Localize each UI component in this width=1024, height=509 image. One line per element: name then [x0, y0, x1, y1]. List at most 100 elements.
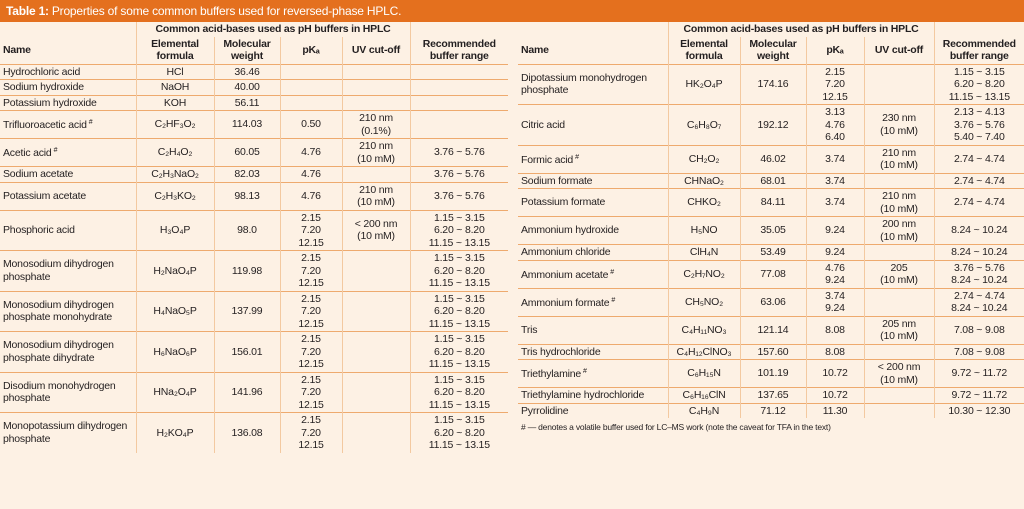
formula: KOH	[163, 96, 187, 109]
range: 9.72 ~ 11.72	[951, 389, 1008, 401]
uv: 210 nm	[359, 140, 393, 152]
formula-cell: H₆NaO₆P	[135, 331, 214, 372]
pka: 8.08	[825, 345, 845, 358]
pka: 9.24	[825, 224, 845, 237]
uv-cell	[341, 95, 411, 111]
pka: 12.15	[298, 398, 324, 411]
formula-cell: H₂KO₄P	[135, 412, 214, 453]
formula: HNa₂O₄P	[153, 386, 197, 398]
pka: 2.15	[301, 414, 321, 426]
pka-cell: 2.15 7.20 12.15	[279, 331, 342, 372]
formula-cell: C₂HF₃O₂	[135, 110, 214, 139]
uv: (10 mM)	[357, 196, 395, 208]
name-cell: Tris hydrochloride	[518, 344, 668, 360]
pka: 12.15	[298, 439, 324, 451]
range: 10.30 ~ 12.30	[948, 404, 1011, 417]
column-header: Recommended buffer range	[409, 36, 509, 64]
pka: 12.15	[298, 358, 324, 370]
weight-cell: 137.99	[213, 291, 280, 332]
formula-cell: H₅NO	[667, 216, 740, 245]
buffer-row: Citric acid C₆H₈O₇ 192.12 3.13 4.76 6.40 230 n…	[518, 104, 1024, 146]
buffer-row: Sodium formate CHNaO₂ 68.01 3.74 2.74 ~ 4.74	[518, 173, 1024, 189]
name-cell: Tris	[518, 316, 668, 344]
table-title: Properties of some common buffers used f…	[51, 4, 402, 18]
formula: CHKO₂	[687, 196, 721, 209]
weight-cell: 98.0	[213, 210, 280, 251]
name-cell: Phosphoric acid	[0, 210, 136, 251]
table-panel: Common acid-bases used as pH buffers in …	[0, 22, 509, 453]
pka-cell: 10.72	[805, 387, 864, 403]
pka: 4.76	[301, 189, 321, 202]
weight: 174.16	[757, 78, 789, 90]
uv-cell: 230 nm (10 mM)	[863, 104, 935, 145]
formula-cell: C₄H₁₁NO₃	[667, 316, 740, 344]
weight-cell: 98.13	[213, 182, 280, 210]
uv-cell: 210 nm (0.1%)	[341, 110, 411, 139]
name: Ammonium acetate	[521, 268, 609, 281]
formula-cell: C₆H₁₆ClN	[667, 387, 740, 403]
uv: 210 nm	[882, 146, 916, 159]
uv-cell	[341, 331, 411, 372]
uv-cell	[863, 344, 935, 360]
name: Sodium formate	[521, 174, 593, 187]
name: Ammonium chloride	[521, 246, 611, 258]
range-cell: 1.15 ~ 3.15 6.20 ~ 8.20 11.15 ~ 13.15	[409, 412, 509, 453]
weight-cell: 156.01	[213, 331, 280, 372]
name-cell: Potassium hydroxide	[0, 95, 136, 111]
range: 8.24 ~ 10.24	[951, 246, 1008, 258]
column-header: Recommended buffer range	[933, 36, 1024, 64]
name: Monosodium dihydrogen phosphate	[3, 258, 114, 283]
formula-cell: CHKO₂	[667, 188, 740, 217]
formula: CH₂O₂	[688, 152, 720, 165]
header-text: formula	[685, 50, 723, 62]
weight-cell: 71.12	[739, 403, 806, 418]
weight: 82.03	[234, 168, 260, 180]
formula-cell: C₄H₁₂ClNO₃	[667, 344, 740, 360]
header-text: Molecular	[223, 37, 271, 50]
buffer-row: Potassium formate CHKO₂ 84.11 3.74 210 nm (10…	[518, 188, 1024, 217]
uv: (10 mM)	[880, 202, 918, 215]
name: Monosodium dihydrogen phosphate dihydrat…	[3, 339, 114, 364]
weight-cell: 82.03	[213, 166, 280, 182]
name-cell: Acetic acid #	[0, 139, 136, 167]
range: 7.08 ~ 9.08	[953, 323, 1005, 336]
weight-cell: 174.16	[739, 64, 806, 105]
uv-cell: 210 nm (10 mM)	[863, 188, 935, 217]
header-text: pKₐ	[302, 43, 320, 56]
pka: 7.20	[825, 78, 845, 90]
formula: CHNaO₂	[684, 174, 724, 187]
volatile-note: #	[53, 147, 58, 155]
range: 1.15 ~ 3.15	[433, 211, 485, 224]
uv: (10 mM)	[880, 230, 918, 243]
pka: 4.76	[825, 261, 845, 274]
range: 11.15 ~ 13.15	[428, 236, 490, 249]
range-cell: 8.24 ~ 10.24	[933, 244, 1024, 260]
buffer-row: Phosphoric acid H₃O₄P 98.0 2.15 7.20 12.15 < 2…	[0, 210, 509, 251]
name: Monosodium dihydrogen phosphate monohydr…	[3, 298, 114, 324]
pka: 0.50	[301, 118, 321, 131]
name-cell: Ammonium hydroxide	[518, 217, 668, 245]
name-cell: Citric acid	[518, 105, 668, 146]
name-cell: Monosodium dihydrogen phosphate	[0, 251, 136, 292]
range: 8.24 ~ 10.24	[951, 224, 1008, 237]
name: Tris hydrochloride	[521, 345, 601, 358]
range: 3.76 ~ 5.76	[953, 261, 1005, 274]
range: 8.24 ~ 10.24	[951, 274, 1008, 286]
name: Ammonium hydroxide	[521, 224, 619, 237]
buffer-row: Ammonium hydroxide H₅NO 35.05 9.24 200 nm (10…	[518, 216, 1024, 245]
pka: 10.72	[822, 367, 848, 380]
range-cell	[409, 64, 509, 80]
data-table: Common acid-bases used as pH buffers in …	[0, 22, 509, 453]
range-cell: 7.08 ~ 9.08	[933, 316, 1024, 344]
range: 9.72 ~ 11.72	[951, 367, 1008, 380]
uv: < 200 nm	[354, 217, 398, 230]
weight: 156.01	[231, 345, 263, 358]
table-head: Common acid-bases used as pH buffers in …	[518, 22, 1024, 64]
name: Dipotassium monohydrogen phosphate	[521, 71, 647, 97]
weight: 98.0	[237, 224, 257, 236]
buffer-row: Triethylamine hydrochloride C₆H₁₆ClN 137.6…	[518, 387, 1024, 403]
pka: 2.15	[301, 333, 321, 345]
pka-cell: 3.74	[805, 145, 864, 173]
volatile-note: #	[610, 268, 614, 276]
